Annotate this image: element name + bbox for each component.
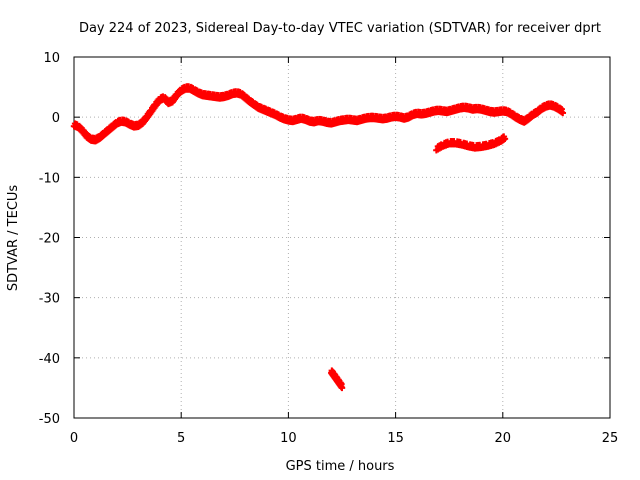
- y-tick-label: -30: [39, 292, 60, 307]
- y-tick-label: 10: [43, 51, 60, 66]
- y-axis-label: SDTVAR / TECUs: [6, 185, 21, 292]
- y-tick-label: -10: [39, 171, 60, 186]
- x-tick-label: 20: [495, 431, 512, 446]
- x-tick-label: 5: [177, 431, 185, 446]
- y-tick-label: -20: [39, 232, 60, 247]
- outlier-point: [338, 384, 346, 392]
- x-tick-label: 0: [70, 431, 78, 446]
- main-trace-point: [77, 123, 84, 131]
- chart-title: Day 224 of 2023, Sidereal Day-to-day VTE…: [79, 21, 601, 36]
- tick-layer: 0 5 10 15 20 25 10 0 -10 -20 -30 -40 -50: [39, 51, 619, 446]
- lower-branch-point: [501, 135, 509, 143]
- data-layer: [70, 83, 567, 392]
- y-tick-label: -40: [39, 352, 60, 367]
- y-tick-label: -50: [39, 412, 60, 427]
- main-trace-point: [558, 105, 565, 113]
- main-trace-point: [559, 109, 567, 117]
- x-tick-label: 10: [280, 431, 297, 446]
- x-tick-label: 25: [602, 431, 619, 446]
- y-tick-label: 0: [52, 111, 60, 126]
- x-tick-label: 15: [387, 431, 404, 446]
- x-axis-label: GPS time / hours: [286, 459, 395, 474]
